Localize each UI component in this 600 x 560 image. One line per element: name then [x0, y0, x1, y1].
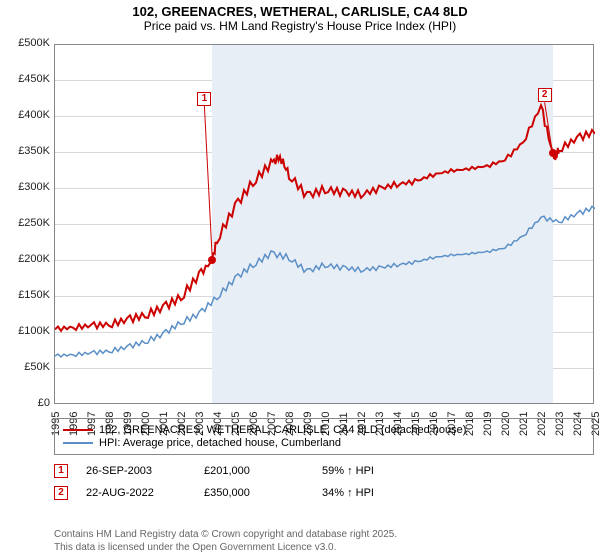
legend-box: 102, GREENACRES, WETHERAL, CARLISLE, CA4…	[54, 418, 594, 455]
footer-line: This data is licensed under the Open Gov…	[54, 542, 397, 555]
series-price_paid	[55, 105, 595, 331]
price-point-dot	[208, 256, 216, 264]
price-point-label: 2	[538, 88, 552, 102]
legend-swatch	[63, 442, 93, 444]
annotation-marker-icon: 1	[54, 464, 68, 478]
y-tick-label: £350K	[0, 145, 50, 157]
price-point-label: 1	[197, 92, 211, 106]
annotation-price: £201,000	[204, 465, 304, 477]
y-tick-label: £500K	[0, 37, 50, 49]
marker-connector	[204, 106, 212, 260]
y-tick-label: £50K	[0, 361, 50, 373]
annotation-row: 2 22-AUG-2022 £350,000 34% ↑ HPI	[54, 482, 594, 504]
y-tick-label: £0	[0, 397, 50, 409]
legend-label: 102, GREENACRES, WETHERAL, CARLISLE, CA4…	[99, 424, 466, 436]
price-point-dot	[549, 149, 557, 157]
chart-title: 102, GREENACRES, WETHERAL, CARLISLE, CA4…	[0, 0, 600, 19]
y-tick-label: £150K	[0, 289, 50, 301]
annotation-date: 22-AUG-2022	[86, 487, 186, 499]
legend-label: HPI: Average price, detached house, Cumb…	[99, 437, 341, 449]
y-tick-label: £250K	[0, 217, 50, 229]
series-hpi	[55, 206, 595, 357]
y-tick-label: £100K	[0, 325, 50, 337]
y-tick-label: £300K	[0, 181, 50, 193]
annotation-delta: 59% ↑ HPI	[322, 465, 422, 477]
annotation-delta: 34% ↑ HPI	[322, 487, 422, 499]
annotation-price: £350,000	[204, 487, 304, 499]
annotation-date: 26-SEP-2003	[86, 465, 186, 477]
chart-subtitle: Price paid vs. HM Land Registry's House …	[0, 19, 600, 37]
annotation-marker-icon: 2	[54, 486, 68, 500]
legend-item: HPI: Average price, detached house, Cumb…	[63, 437, 585, 449]
annotation-row: 1 26-SEP-2003 £201,000 59% ↑ HPI	[54, 460, 594, 482]
legend-item: 102, GREENACRES, WETHERAL, CARLISLE, CA4…	[63, 424, 585, 436]
legend-swatch	[63, 429, 93, 431]
chart-area: 12	[54, 44, 594, 404]
marker-connector	[545, 102, 553, 153]
annotation-table: 1 26-SEP-2003 £201,000 59% ↑ HPI 2 22-AU…	[54, 460, 594, 504]
footer-line: Contains HM Land Registry data © Crown c…	[54, 529, 397, 542]
y-tick-label: £400K	[0, 109, 50, 121]
chart-lines	[55, 45, 595, 405]
y-tick-label: £200K	[0, 253, 50, 265]
footer-text: Contains HM Land Registry data © Crown c…	[54, 529, 397, 554]
y-tick-label: £450K	[0, 73, 50, 85]
